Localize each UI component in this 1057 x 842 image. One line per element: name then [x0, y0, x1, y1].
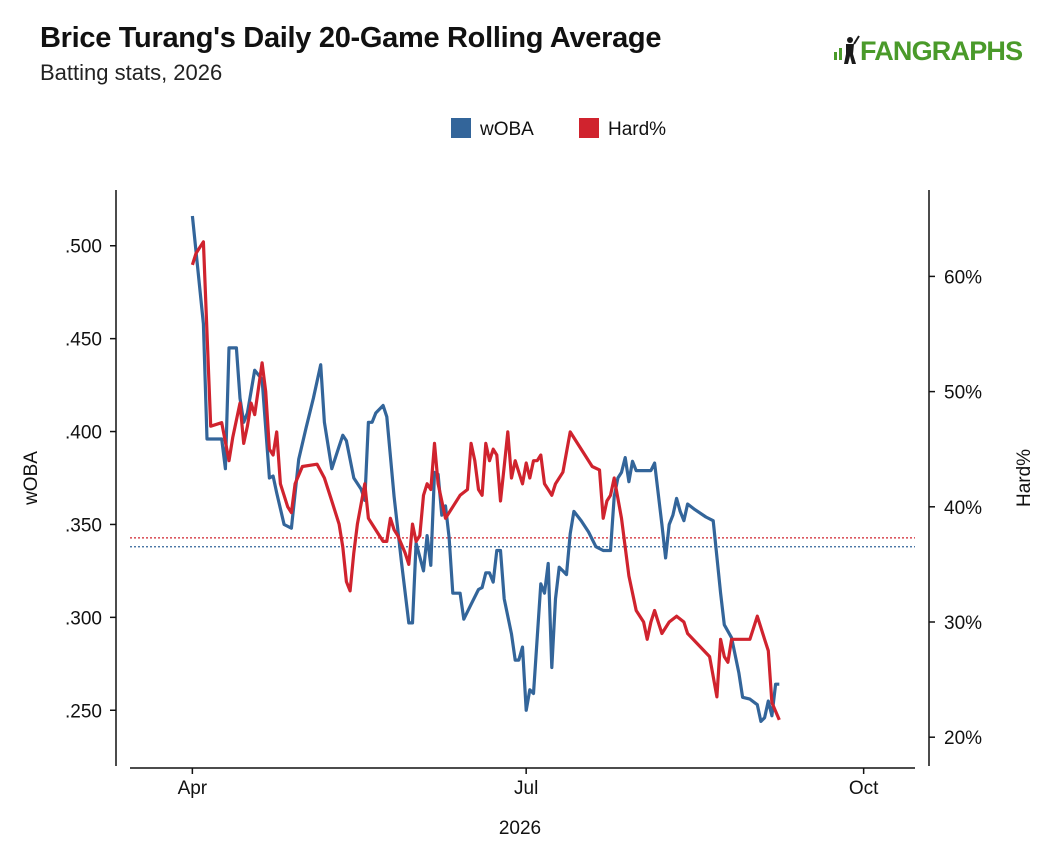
legend-label-hard: Hard% [608, 119, 666, 140]
series-lines [190, 215, 781, 723]
woba-series-line [190, 215, 780, 723]
left-y-tick-label: .250 [65, 701, 102, 722]
right-y-tick-label: 40% [944, 498, 982, 519]
right-y-ticks: 20% 30% 40% 50% 60% [929, 267, 982, 749]
reference-lines [130, 537, 915, 548]
fangraphs-logo[interactable]: FANGRAPHS [832, 34, 1023, 68]
chart-subtitle: Batting stats, 2026 [40, 60, 223, 85]
left-y-ticks: .250 .300 .350 .400 .450 .500 [65, 237, 116, 722]
x-tick-label: Oct [849, 778, 879, 799]
legend-swatch-hard [579, 118, 599, 138]
hard-series-line [190, 240, 781, 721]
x-tick-label: Apr [178, 778, 208, 799]
right-y-tick-label: 20% [944, 728, 982, 749]
logo-wordmark: FANGRAPHS [860, 35, 1023, 66]
left-y-tick-label: .400 [65, 423, 102, 444]
right-y-tick-label: 60% [944, 267, 982, 288]
legend: wOBA Hard% [451, 118, 666, 140]
left-y-axis-title: wOBA [21, 451, 42, 506]
x-ticks: Apr Jul Oct [178, 768, 879, 799]
legend-label-woba: wOBA [479, 119, 534, 140]
left-y-tick-label: .300 [65, 608, 102, 629]
left-y-tick-label: .450 [65, 330, 102, 351]
legend-swatch-woba [451, 118, 471, 138]
left-y-tick-label: .500 [65, 237, 102, 258]
x-axis-title: 2026 [499, 818, 541, 839]
right-y-tick-label: 50% [944, 383, 982, 404]
x-tick-label: Jul [514, 778, 538, 799]
left-y-tick-label: .350 [65, 515, 102, 536]
right-y-tick-label: 30% [944, 613, 982, 634]
batter-icon [834, 35, 860, 64]
right-y-axis-title: Hard% [1014, 449, 1035, 507]
chart-title: Brice Turang's Daily 20-Game Rolling Ave… [40, 22, 662, 54]
